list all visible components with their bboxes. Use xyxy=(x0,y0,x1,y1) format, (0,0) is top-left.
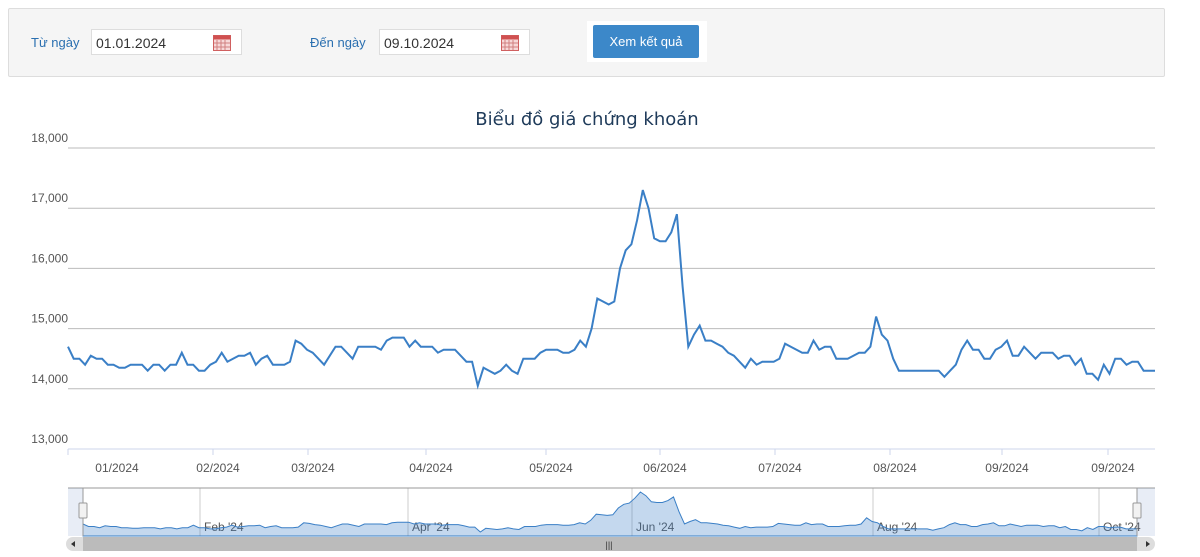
x-tick-label: 03/2024 xyxy=(291,461,335,475)
x-tick-label: 09/2024 xyxy=(1091,461,1135,475)
navigator-bg xyxy=(68,488,1155,536)
scrollbar-grip: ||| xyxy=(605,540,612,550)
x-tick-label: 06/2024 xyxy=(643,461,687,475)
y-tick-label: 17,000 xyxy=(31,191,68,205)
x-tick-label: 09/2024 xyxy=(985,461,1029,475)
y-tick-label: 13,000 xyxy=(31,432,68,446)
from-date-input[interactable]: 01.01.2024 xyxy=(91,29,242,55)
scroll-right[interactable] xyxy=(1146,541,1150,547)
filter-bar: Từ ngày 01.01.2024 Đến ngày 09.10.2024 X… xyxy=(8,8,1165,77)
chart: Biểu đồ giá chứng khoán 13,000 14,000 15,0… xyxy=(31,109,1155,551)
navigator-label: Aug '24 xyxy=(877,520,918,534)
navigator-area xyxy=(82,491,1138,537)
from-label: Từ ngày xyxy=(31,35,80,50)
to-date-input[interactable]: 09.10.2024 xyxy=(379,29,530,55)
navigator-handle[interactable] xyxy=(78,502,88,519)
to-date: 09.10.2024 xyxy=(384,35,455,51)
navigator-outside xyxy=(1137,488,1155,536)
x-tick-label: 02/2024 xyxy=(196,461,240,475)
scrollbar-thumb[interactable] xyxy=(83,537,1137,551)
button-wrap: Xem kết quả xyxy=(587,21,707,62)
x-tick-label: 04/2024 xyxy=(409,461,453,475)
chart-title: Biểu đồ giá chứng khoán xyxy=(475,109,698,130)
x-tick-label: 01/2024 xyxy=(95,461,139,475)
navigator-label: Oct '24 xyxy=(1103,520,1141,534)
x-tick-label: 07/2024 xyxy=(758,461,802,475)
to-label: Đến ngày xyxy=(310,35,366,50)
navigator-handle[interactable] xyxy=(1132,502,1142,519)
y-tick-label: 14,000 xyxy=(31,372,68,386)
navigator-label: Jun '24 xyxy=(636,520,675,534)
calendar-icon[interactable] xyxy=(213,35,231,51)
y-tick-label: 15,000 xyxy=(31,312,68,326)
x-tick-label: 05/2024 xyxy=(529,461,573,475)
scroll-left[interactable] xyxy=(71,541,75,547)
submit-button[interactable]: Xem kết quả xyxy=(593,25,699,58)
y-tick-label: 16,000 xyxy=(31,251,68,265)
y-tick-label: 18,000 xyxy=(31,131,68,145)
navigator-outside xyxy=(68,488,83,536)
from-date: 01.01.2024 xyxy=(96,35,167,51)
x-tick-label: 08/2024 xyxy=(873,461,917,475)
price-line xyxy=(67,189,1155,390)
calendar-icon[interactable] xyxy=(501,35,519,51)
